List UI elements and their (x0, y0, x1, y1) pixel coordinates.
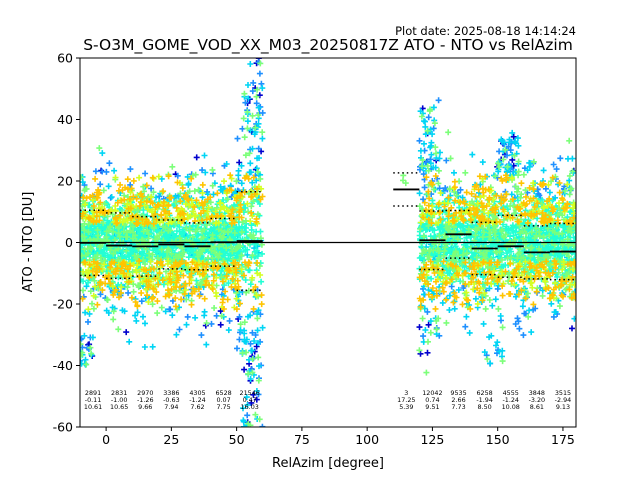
x-tick-label: 25 (163, 432, 179, 447)
bin-stat-label: 7.73 (451, 403, 465, 411)
y-tick-label: 20 (57, 174, 73, 189)
bin-stat-label: -3.20 (529, 396, 546, 404)
x-tick-label: 100 (355, 432, 379, 447)
scatter-points (80, 58, 576, 427)
x-tick-label: 75 (294, 432, 310, 447)
bin-stat-label: -2.94 (555, 396, 572, 404)
chart-title: S-O3M_GOME_VOD_XX_M03_20250817Z ATO - NT… (83, 36, 573, 55)
bin-stat-label: 7.75 (216, 403, 230, 411)
bin-stat-label: 10.61 (84, 403, 102, 411)
bin-stat-label: -1.26 (137, 396, 154, 404)
x-axis-ticks: 0 25 50 75 100 125 150 175 (102, 427, 575, 447)
bin-stat-label: 3 (404, 389, 408, 397)
bin-stat-label: -1.24 (189, 396, 206, 404)
bin-stat-label: 9.51 (425, 403, 439, 411)
bin-stat-label: 3515 (555, 389, 571, 397)
bin-stat-label: 4555 (503, 389, 519, 397)
bin-stat-label: -1.00 (111, 396, 128, 404)
x-tick-label: 150 (486, 432, 510, 447)
bin-stat-label: 21546 (240, 389, 260, 397)
bin-stat-label: -0.11 (85, 396, 102, 404)
x-tick-label: 50 (229, 432, 245, 447)
bin-stat-label: 6258 (476, 389, 492, 397)
bin-stat-label: 0.74 (425, 396, 439, 404)
bin-stat-label: 17.25 (397, 396, 415, 404)
y-tick-label: 40 (57, 112, 73, 127)
y-axis-label: ATO - NTO [DU] (21, 192, 36, 293)
scatter-series (80, 172, 576, 313)
bin-stat-label: -1.94 (476, 396, 493, 404)
bin-stat-label: 7.62 (190, 403, 204, 411)
x-tick-label: 175 (551, 432, 575, 447)
y-tick-label: -60 (53, 420, 73, 435)
y-tick-label: 0 (65, 235, 73, 250)
bin-stat-label: 8.50 (478, 403, 492, 411)
bin-stat-label: 9.13 (556, 403, 570, 411)
bin-stat-label: 3386 (163, 389, 179, 397)
bin-stat-label: 4305 (189, 389, 205, 397)
bin-stat-label: 16.03 (241, 403, 259, 411)
bin-statistics-overlay (80, 172, 576, 292)
bin-stat-label: 5.39 (399, 403, 413, 411)
chart-subtitle: Plot date: 2025-08-18 14:14:24 (395, 24, 576, 38)
bin-stat-label: 8.61 (530, 403, 544, 411)
y-axis-ticks: -60 -40 -20 0 20 40 60 (53, 51, 80, 435)
bin-stat-label: 12042 (422, 389, 442, 397)
bin-stat-label: 3848 (529, 389, 545, 397)
bin-stat-label: 2831 (111, 389, 127, 397)
bin-stat-label: -1.24 (502, 396, 519, 404)
bin-stat-label: 7.94 (164, 403, 178, 411)
bin-stat-label: 9.66 (138, 403, 152, 411)
bin-stat-label: 2.66 (451, 396, 465, 404)
bin-stat-label: 0.07 (216, 396, 230, 404)
y-tick-label: -40 (53, 358, 73, 373)
bin-stat-label: 0.47 (243, 396, 257, 404)
bin-stat-label: 9535 (450, 389, 466, 397)
bin-stat-label: -0.63 (163, 396, 180, 404)
x-tick-label: 0 (102, 432, 110, 447)
bin-stat-label: 2970 (137, 389, 153, 397)
y-tick-label: -20 (53, 297, 73, 312)
y-tick-label: 60 (57, 51, 73, 66)
x-axis-label: RelAzim [degree] (272, 456, 384, 471)
bin-stat-label: 10.65 (110, 403, 128, 411)
bin-stat-label: 2891 (85, 389, 101, 397)
x-tick-label: 125 (420, 432, 444, 447)
bin-stat-label: 10.08 (502, 403, 520, 411)
bin-stat-label: 6528 (215, 389, 231, 397)
